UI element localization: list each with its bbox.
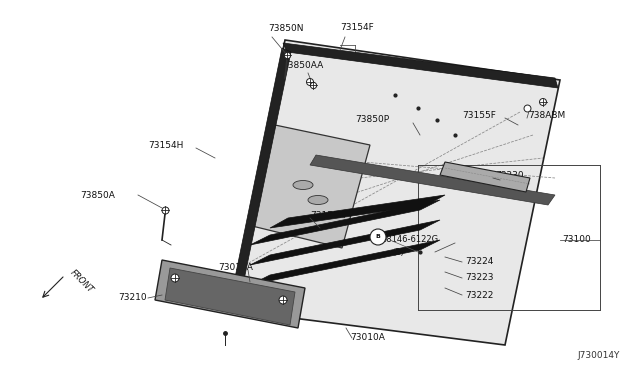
Polygon shape — [310, 155, 555, 205]
Ellipse shape — [308, 196, 328, 205]
Text: 73155F: 73155F — [462, 110, 496, 119]
Text: 73100: 73100 — [562, 235, 591, 244]
Text: B: B — [376, 234, 380, 240]
Polygon shape — [250, 220, 440, 265]
Circle shape — [370, 229, 386, 245]
Ellipse shape — [293, 180, 313, 189]
Text: 73010A: 73010A — [218, 263, 253, 273]
Circle shape — [171, 274, 179, 282]
Text: 73154F: 73154F — [340, 23, 374, 32]
Polygon shape — [248, 125, 370, 248]
Text: 08146-6122G: 08146-6122G — [382, 235, 439, 244]
Polygon shape — [440, 162, 530, 192]
Text: 73224: 73224 — [465, 257, 493, 266]
Polygon shape — [283, 43, 558, 88]
Text: 73010A: 73010A — [350, 334, 385, 343]
Polygon shape — [165, 268, 295, 325]
Text: 73154H: 73154H — [148, 141, 184, 150]
Text: 73850N: 73850N — [268, 24, 303, 33]
Text: (2): (2) — [392, 247, 404, 257]
Text: 73850P: 73850P — [355, 115, 389, 125]
Text: 73850A: 73850A — [80, 190, 115, 199]
Text: 73210: 73210 — [118, 294, 147, 302]
Polygon shape — [250, 200, 440, 245]
Polygon shape — [228, 48, 291, 314]
Text: 73230: 73230 — [495, 170, 524, 180]
Polygon shape — [155, 260, 305, 328]
Text: 73222: 73222 — [465, 291, 493, 299]
Text: J730014Y: J730014Y — [578, 351, 620, 360]
Polygon shape — [270, 195, 445, 228]
Polygon shape — [250, 240, 440, 285]
Text: 738ABM: 738ABM — [528, 110, 565, 119]
Text: FRONT: FRONT — [68, 268, 95, 295]
Text: 73850AA: 73850AA — [282, 61, 323, 70]
Text: 73223: 73223 — [465, 273, 493, 282]
Circle shape — [279, 296, 287, 304]
Polygon shape — [230, 40, 560, 345]
Text: 73155H: 73155H — [310, 211, 346, 219]
Circle shape — [307, 78, 314, 86]
Circle shape — [540, 99, 547, 106]
